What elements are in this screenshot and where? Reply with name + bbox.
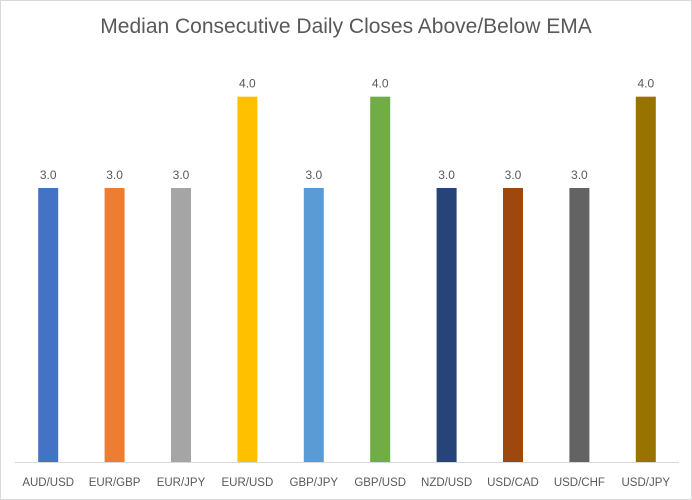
data-label-usd-jpy: 4.0 xyxy=(637,77,654,91)
bar-usd-chf xyxy=(569,188,590,462)
x-tick-label-gbp-jpy: GBP/JPY xyxy=(290,477,339,489)
x-tick-labels-group: AUD/USD EUR/GBP EUR/JPY EUR/USD GBP/JPY GBP/U… xyxy=(22,477,670,489)
bar-usd-jpy xyxy=(635,96,656,463)
x-tick-label-usd-chf: USD/CHF xyxy=(554,477,605,489)
data-label-usd-chf: 3.0 xyxy=(571,168,588,182)
data-label-nzd-usd: 3.0 xyxy=(438,168,455,182)
bars-group xyxy=(38,96,656,463)
data-label-usd-cad: 3.0 xyxy=(505,168,522,182)
x-tick-label-aud-usd: AUD/USD xyxy=(22,477,74,489)
x-tick-label-usd-cad: USD/CAD xyxy=(487,477,539,489)
bar-gbp-usd xyxy=(370,96,391,463)
bar-eur-jpy xyxy=(171,188,191,462)
bar-nzd-usd xyxy=(436,188,457,462)
data-label-eur-gbp: 3.0 xyxy=(106,168,123,182)
data-label-gbp-usd: 4.0 xyxy=(372,77,389,91)
x-tick-label-eur-jpy: EUR/JPY xyxy=(157,477,206,489)
data-label-eur-usd: 4.0 xyxy=(239,77,256,91)
x-tick-label-gbp-usd: GBP/USD xyxy=(354,477,406,489)
bar-aud-usd xyxy=(38,188,59,462)
data-label-eur-jpy: 3.0 xyxy=(173,168,190,182)
bar-eur-usd xyxy=(237,96,258,463)
x-tick-label-eur-usd: EUR/USD xyxy=(222,477,274,489)
x-tick-label-eur-gbp: EUR/GBP xyxy=(89,477,141,489)
data-label-aud-usd: 3.0 xyxy=(40,168,57,182)
data-label-gbp-jpy: 3.0 xyxy=(305,168,322,182)
bar-gbp-jpy xyxy=(303,188,324,462)
x-tick-label-nzd-usd: NZD/USD xyxy=(421,477,472,489)
x-tick-label-usd-jpy: USD/JPY xyxy=(622,477,671,489)
chart-title: Median Consecutive Daily Closes Above/Be… xyxy=(100,15,592,38)
data-labels-group: 3.0 3.0 3.0 4.0 3.0 4.0 3.0 3.0 3.0 4.0 xyxy=(40,77,655,182)
bar-eur-gbp xyxy=(104,188,125,462)
bar-usd-cad xyxy=(503,188,523,462)
